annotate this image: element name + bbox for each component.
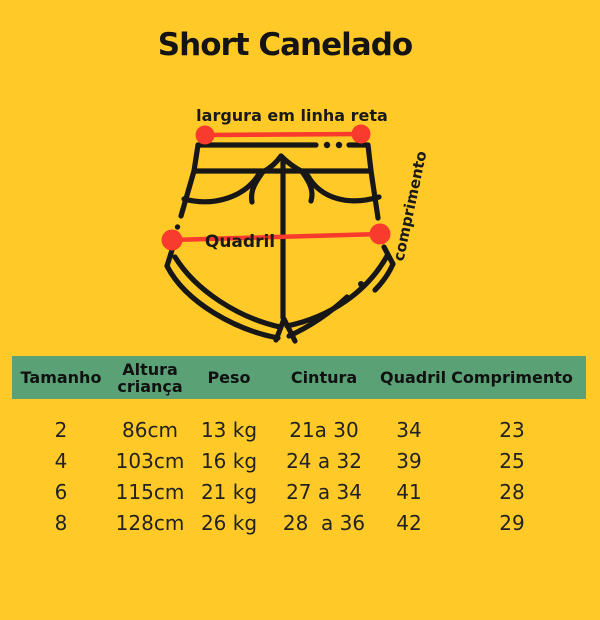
cell-length: 29 xyxy=(499,510,525,535)
cell-weight: 26 kg xyxy=(200,510,258,535)
header-cell-comprimento: Comprimento xyxy=(451,368,573,387)
side-seam-left-upper xyxy=(178,168,197,219)
width-measure-dot-right xyxy=(351,124,371,144)
hem-right-outer-upper xyxy=(372,261,396,293)
hip-measure-line xyxy=(169,231,383,243)
waistband-left-edge xyxy=(191,142,201,174)
cell-weight: 21 kg xyxy=(200,479,258,504)
cell-hip: 39 xyxy=(396,448,422,473)
drawstring-tail-right xyxy=(300,170,315,204)
cell-waist: 27 a 34 xyxy=(286,479,362,504)
header-cell-tamanho: Tamanho xyxy=(20,368,102,387)
table-row-size-8: 8 128cm 26 kg 28 a 36 42 29 xyxy=(12,507,586,538)
cell-length: 25 xyxy=(499,448,525,473)
header-cell-altura-crianca: Altura criança xyxy=(117,359,183,396)
cell-waist: 21a 30 xyxy=(289,417,359,442)
width-measure-dot-left xyxy=(195,125,215,145)
pocket-curve-left xyxy=(181,171,262,205)
waistband-dot-1 xyxy=(323,141,331,149)
waistband-dot-2 xyxy=(335,141,343,149)
side-seam-left-lower xyxy=(164,247,175,269)
cell-height: 115cm xyxy=(115,479,185,504)
cell-length: 23 xyxy=(499,417,525,442)
measurement-lines-group xyxy=(169,131,383,243)
crotch-notch xyxy=(273,316,298,344)
hip-measure-label: Quadril xyxy=(204,232,276,252)
cell-length: 28 xyxy=(499,479,525,504)
measurement-dots-group xyxy=(161,124,391,251)
hem-right-dot xyxy=(358,281,364,287)
cell-size: 8 xyxy=(54,510,68,535)
table-row-size-2: 2 86cm 13 kg 21a 30 34 23 xyxy=(12,414,586,445)
cell-size: 6 xyxy=(54,479,68,504)
seam-left-dot xyxy=(174,224,181,230)
side-seam-right-upper xyxy=(368,168,381,221)
cell-size: 2 xyxy=(54,417,68,442)
cell-size: 4 xyxy=(54,448,68,473)
stitch-dots-group xyxy=(174,141,364,287)
cell-height: 86cm xyxy=(122,417,178,442)
page-title: Short Canelado xyxy=(157,27,413,63)
table-row-size-6: 6 115cm 21 kg 27 a 34 41 28 xyxy=(12,476,586,507)
hem-left-outer xyxy=(164,263,281,341)
size-table-body: 2 86cm 13 kg 21a 30 34 23 4 103cm 16 kg … xyxy=(12,414,586,538)
cell-hip: 41 xyxy=(396,479,422,504)
size-table-header-row: Tamanho Altura criança Peso Cintura Quad… xyxy=(12,356,586,399)
waistband-right-edge xyxy=(365,142,374,174)
hem-left-inner xyxy=(172,254,283,330)
cell-hip: 34 xyxy=(396,417,422,442)
pocket-curve-right xyxy=(305,173,382,204)
cell-height: 103cm xyxy=(115,448,185,473)
cell-weight: 16 kg xyxy=(200,448,258,473)
cell-waist: 24 a 32 xyxy=(286,448,362,473)
width-measure-label: largura em linha reta xyxy=(196,106,388,125)
table-row-size-4: 4 103cm 16 kg 24 a 32 39 25 xyxy=(12,445,586,476)
width-measure-line xyxy=(202,131,364,138)
hem-right-outer-lower xyxy=(286,294,350,339)
hip-measure-dot-left xyxy=(161,229,183,251)
hem-right-inner xyxy=(284,253,390,329)
header-cell-cintura: Cintura xyxy=(290,368,358,387)
header-cell-peso: Peso xyxy=(207,368,251,387)
header-cell-quadril: Quadril xyxy=(380,368,447,387)
cell-waist: 28 a 36 xyxy=(282,510,366,535)
cell-height: 128cm xyxy=(115,510,185,535)
hip-measure-dot-right xyxy=(369,223,391,245)
cell-hip: 42 xyxy=(396,510,422,535)
cell-weight: 13 kg xyxy=(200,417,258,442)
